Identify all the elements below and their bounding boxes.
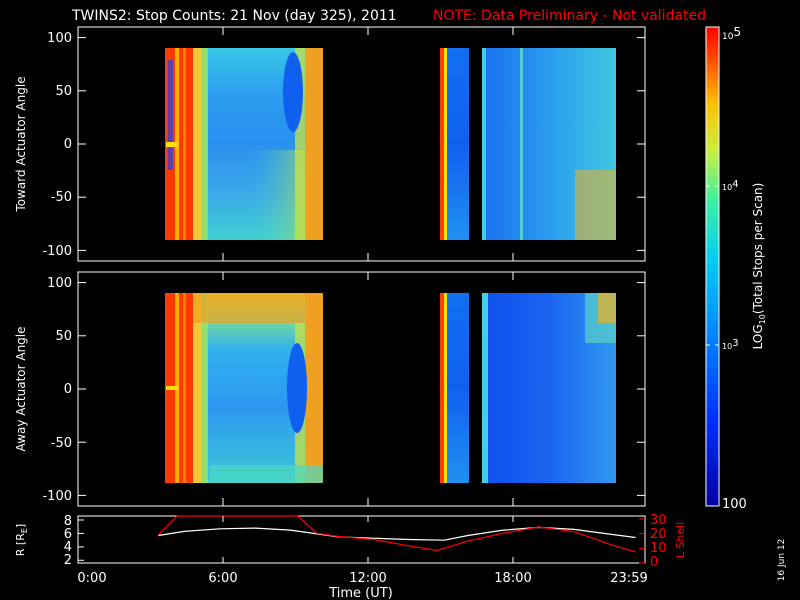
date-stamp: 16 Jun 12 [777,539,787,582]
xtick-12: 12:00 [349,571,386,586]
l-tick-30: 30 [650,513,667,528]
toward-y-tick-labels: 100 50 0 -50 -100 [42,31,72,259]
orbit-lines [157,515,636,553]
orbit-x-ticks [222,516,514,563]
orbit-plot-frame [77,515,646,564]
r-label-close: ] [14,524,27,528]
xtick-0: 0:00 [77,571,106,586]
x-axis-label: Time (UT) [328,586,393,600]
away-x-ticks [222,272,514,506]
l-tick-0: 0 [650,555,658,570]
cb-tick-1e5: 105 [722,25,741,42]
r-distance-line [158,526,636,541]
toward-block-c [482,48,616,240]
away-block-c [482,293,616,483]
colorbar-tick-labels: 105 104 103 100 [722,25,747,512]
colorbar-ticks [706,185,719,346]
cb-tick-1e4: 104 [722,179,739,192]
colorbar-label: LOG10(Total Stops per Scan) [751,183,767,350]
away-y-tick-labels: 100 50 0 -50 -100 [42,276,72,504]
cb-tick-1e3-exp: 3 [732,338,738,349]
r-label-text: R [R [14,533,27,556]
toward-x-ticks [222,27,514,261]
orbit-left-ticks [78,519,84,561]
cb-tick-1e3: 103 [722,338,739,351]
r-tick-6: 6 [64,527,72,542]
away-ytick-0: 0 [64,382,72,397]
toward-block-b [440,48,469,240]
colorbar [705,26,720,507]
r-tick-8: 8 [64,514,72,529]
toward-ytick-50: 50 [55,84,72,99]
svg-text:LOG10(Total Stops per Scan): LOG10(Total Stops per Scan) [751,183,767,350]
cb-tick-1e5-exp: 5 [733,25,741,39]
away-block-b [440,293,469,483]
toward-heatmap [165,48,616,240]
orbit-right-ticks [639,518,645,564]
xtick-end: 23:59 [610,571,647,586]
cb-tick-1e3-base: 10 [722,342,732,351]
cb-label-rest: (Total Stops per Scan) [751,183,765,314]
away-block-a [165,293,323,483]
cb-tick-1e4-exp: 4 [732,179,738,190]
l-tick-10: 10 [650,541,667,556]
toward-ytick-100: 100 [47,31,72,46]
toward-y-axis-label: Toward Actuator Angle [14,76,28,212]
preliminary-note: NOTE: Data Preliminary - Not validated [433,8,706,24]
away-y-ticks [78,282,645,496]
toward-block-a [165,48,323,240]
away-ytick-50: 50 [55,329,72,344]
toward-y-ticks [78,37,645,251]
cb-tick-1e5-base: 10 [722,32,734,42]
toward-ytick-0: 0 [64,137,72,152]
l-shell-line [157,515,636,553]
orbit-right-tick-labels: 30 20 10 0 [650,513,667,570]
xtick-18: 18:00 [494,571,531,586]
r-tick-2: 2 [64,553,72,568]
r-tick-4: 4 [64,540,72,555]
svg-text:R [RE]: R [RE] [14,524,29,556]
l-tick-20: 20 [650,527,667,542]
x-tick-labels: 0:00 6:00 12:00 18:00 23:59 [77,571,647,586]
cb-label-log: LOG [751,324,765,349]
cb-label-sub: 10 [758,314,767,324]
away-y-axis-label: Away Actuator Angle [14,326,28,451]
toward-ytick-neg100: -100 [42,244,72,259]
l-shell-axis-label: L Shell [674,522,687,558]
r-axis-label: R [RE] [14,524,29,556]
toward-ytick-neg50: -50 [51,190,72,205]
away-ytick-neg50: -50 [51,436,72,451]
cb-tick-1e4-base: 10 [722,183,732,192]
away-ytick-100: 100 [47,276,72,291]
away-heatmap [165,293,616,483]
away-ytick-neg100: -100 [42,489,72,504]
figure-title: TWINS2: Stop Counts: 21 Nov (day 325), 2… [71,8,397,24]
r-label-sub: E [20,528,29,533]
cb-tick-100: 100 [722,497,747,512]
orbit-left-tick-labels: 8 6 4 2 [64,514,72,568]
xtick-6: 6:00 [208,571,237,586]
